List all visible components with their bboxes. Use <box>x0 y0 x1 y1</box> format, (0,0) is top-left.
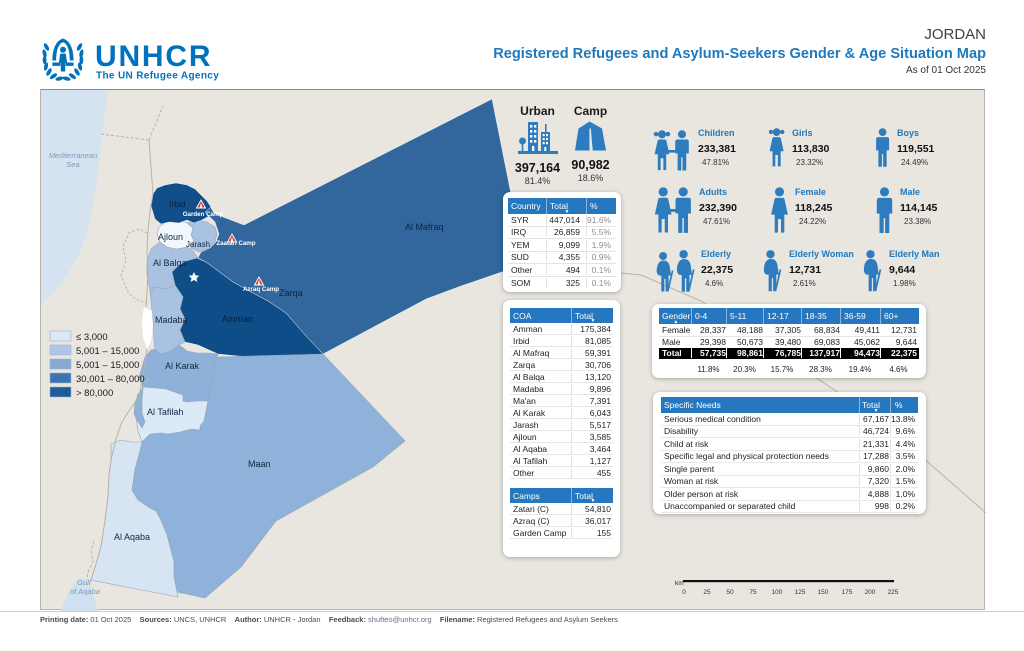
svg-text:175: 175 <box>842 589 853 596</box>
svg-text:Azraq Camp: Azraq Camp <box>243 286 279 293</box>
svg-text:Madaba: Madaba <box>155 315 188 325</box>
svg-text:≤ 3,000: ≤ 3,000 <box>76 332 108 343</box>
svg-text:Garden Camp: Garden Camp <box>183 211 224 218</box>
svg-text:Ajloun: Ajloun <box>158 232 183 242</box>
svg-text:125: 125 <box>795 589 806 596</box>
svg-text:Al Tafilah: Al Tafilah <box>147 407 183 417</box>
svg-text:225: 225 <box>888 589 899 596</box>
svg-text:Irbid: Irbid <box>169 199 186 209</box>
svg-text:5,001 – 15,000: 5,001 – 15,000 <box>76 360 139 371</box>
svg-text:5,001 – 15,000: 5,001 – 15,000 <box>76 346 139 357</box>
svg-text:Al Aqaba: Al Aqaba <box>114 532 150 542</box>
svg-text:Gulf: Gulf <box>77 578 92 587</box>
svg-text:150: 150 <box>818 589 829 596</box>
svg-text:Zaatari Camp: Zaatari Camp <box>216 240 255 247</box>
svg-text:UNHCR: UNHCR <box>95 40 212 73</box>
svg-text:Jarash: Jarash <box>186 240 210 249</box>
svg-text:The UN Refugee Agency: The UN Refugee Agency <box>96 71 219 82</box>
svg-text:Al Mafraq: Al Mafraq <box>405 222 444 232</box>
svg-text:25: 25 <box>703 589 711 596</box>
svg-text:Mediterranean: Mediterranean <box>49 151 97 160</box>
svg-text:Al Balqa: Al Balqa <box>153 258 187 268</box>
svg-text:> 80,000: > 80,000 <box>76 388 113 399</box>
svg-text:km: km <box>675 580 684 587</box>
svg-text:Amman: Amman <box>222 314 253 324</box>
svg-text:Zarqa: Zarqa <box>279 288 303 298</box>
svg-text:Maan: Maan <box>248 459 271 469</box>
svg-text:30,001 – 80,000: 30,001 – 80,000 <box>76 374 145 385</box>
svg-text:of Aqaba: of Aqaba <box>70 587 100 596</box>
svg-text:50: 50 <box>726 589 734 596</box>
svg-text:75: 75 <box>749 589 757 596</box>
svg-text:Al Karak: Al Karak <box>165 361 200 371</box>
svg-text:200: 200 <box>865 589 876 596</box>
svg-text:0: 0 <box>682 589 686 596</box>
svg-text:Sea: Sea <box>66 160 79 169</box>
svg-text:100: 100 <box>772 589 783 596</box>
